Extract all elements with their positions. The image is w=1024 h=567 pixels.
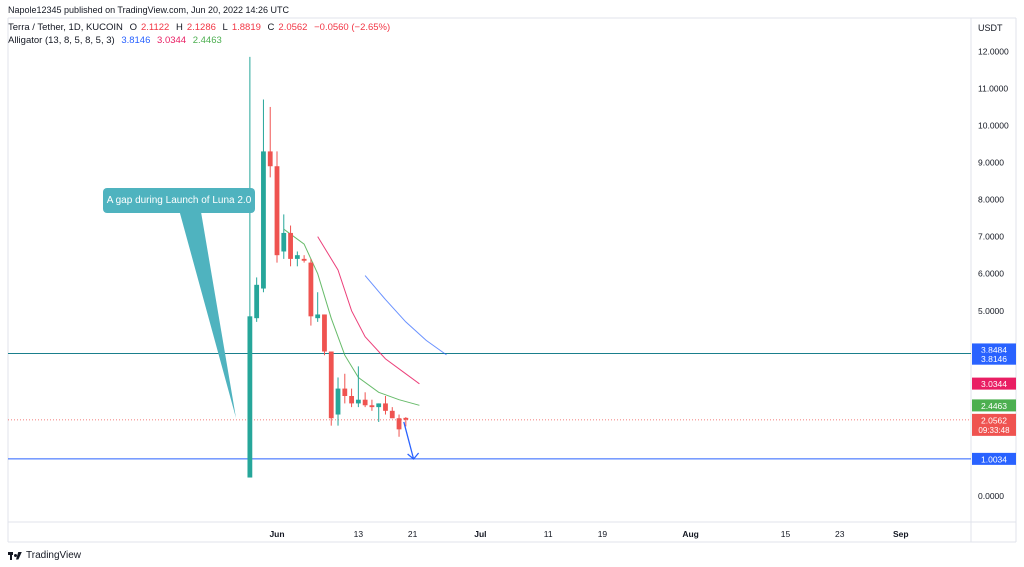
candle-body xyxy=(362,399,368,406)
price-label-hline: 3.8484 xyxy=(981,345,1007,355)
candle-body xyxy=(247,316,253,478)
y-tick-label: 6.0000 xyxy=(978,269,1004,279)
price-label-lips: 2.4463 xyxy=(981,401,1007,411)
y-tick-label: 0.0000 xyxy=(978,491,1004,501)
x-tick-label: 19 xyxy=(598,529,608,539)
candle-body xyxy=(396,418,402,430)
lips-value: 2.4463 xyxy=(192,35,222,46)
y-tick-label: 9.0000 xyxy=(978,158,1004,168)
candle-body xyxy=(328,351,334,419)
indicator-line: Alligator (13, 8, 5, 8, 5, 3) 3.8146 3.0… xyxy=(8,35,226,46)
candle-body xyxy=(349,396,354,404)
candle-body xyxy=(274,166,280,256)
tradingview-logo-icon xyxy=(8,551,22,560)
forecast-arrow-head xyxy=(407,452,420,460)
x-tick-label: Sep xyxy=(893,529,909,539)
candle-body xyxy=(294,255,300,259)
candle-body xyxy=(369,405,375,408)
jaw-value: 3.8146 xyxy=(121,35,151,46)
price-label-support: 1.0034 xyxy=(981,454,1007,464)
price-label-current-bg xyxy=(972,413,1016,436)
candle-body xyxy=(376,403,382,408)
candle-body xyxy=(315,314,321,319)
forecast-arrow xyxy=(403,421,415,460)
currency-label: USDT xyxy=(978,23,1003,33)
symbol-name[interactable]: Terra / Tether, 1D, KUCOIN xyxy=(8,22,123,33)
price-label-teeth: 3.0344 xyxy=(981,379,1007,389)
y-tick-label: 5.0000 xyxy=(978,306,1004,316)
x-tick-label: 15 xyxy=(781,529,791,539)
gap-annotation[interactable]: A gap during Launch of Luna 2.0 xyxy=(103,188,255,213)
published-line: Napole12345 published on TradingView.com… xyxy=(8,5,290,15)
price-label-jaw-bg xyxy=(972,352,1016,365)
x-tick-label: 11 xyxy=(544,529,553,539)
symbol-line: Terra / Tether, 1D, KUCOIN O 2.1122 H 2.12… xyxy=(8,22,398,33)
price-label-countdown: 09:33:48 xyxy=(978,426,1010,435)
candle-body xyxy=(261,151,266,289)
ohlc-values: O 2.1122 H 2.1286 L 1.8819 C 2.0562 −0.0560 … xyxy=(129,22,391,33)
alligator-lips-line xyxy=(283,228,420,406)
price-label-teeth-bg xyxy=(972,377,1016,390)
x-tick-label: 21 xyxy=(408,529,418,539)
price-label-support-bg xyxy=(972,452,1016,465)
candle-body xyxy=(267,151,273,167)
indicator-name[interactable]: Alligator (13, 8, 5, 8, 5, 3) xyxy=(8,35,115,46)
x-tick-label: 23 xyxy=(835,529,845,539)
x-tick-label: Jul xyxy=(474,529,486,539)
x-tick-label: 13 xyxy=(354,529,364,539)
x-tick-label: Jun xyxy=(269,529,284,539)
price-label-current: 2.0562 xyxy=(981,415,1007,425)
candle-body xyxy=(355,399,361,404)
candle-body xyxy=(389,410,395,419)
candle-body xyxy=(288,232,293,259)
footer: TradingView xyxy=(8,550,81,561)
teeth-value: 3.0344 xyxy=(157,35,187,46)
price-label-jaw: 3.8146 xyxy=(981,354,1007,364)
candle-body xyxy=(342,388,348,396)
candle-body xyxy=(403,417,409,420)
y-tick-label: 12.0000 xyxy=(978,46,1009,56)
y-tick-label: 7.0000 xyxy=(978,232,1004,242)
alligator-jaw-line xyxy=(364,275,447,356)
y-tick-label: 10.0000 xyxy=(978,120,1009,130)
footer-brand[interactable]: TradingView xyxy=(26,550,82,561)
candle-body xyxy=(335,388,341,415)
candle-body xyxy=(254,284,260,319)
y-tick-label: 8.0000 xyxy=(978,195,1004,205)
price-label-lips-bg xyxy=(972,399,1016,412)
candle-body xyxy=(383,403,388,411)
alligator-teeth-line xyxy=(317,236,420,385)
candle-body xyxy=(281,232,287,252)
price-label-hline-bg xyxy=(972,343,1016,356)
candle-body xyxy=(308,262,314,317)
y-tick-label: 11.0000 xyxy=(978,83,1008,93)
x-tick-label: Aug xyxy=(682,529,699,539)
candle-body xyxy=(301,258,307,261)
callout-pointer xyxy=(178,206,236,418)
candle-body xyxy=(322,314,327,352)
